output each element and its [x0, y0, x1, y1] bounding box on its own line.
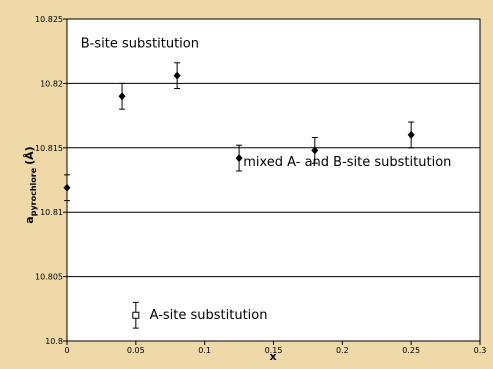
y-tick-label: 10.82: [40, 79, 63, 88]
scatter-chart: 10.8 10.805 10.81 10.815 10.82 10.825 0 0.05 0.…: [23, 15, 486, 363]
x-tick-label: 0.05: [127, 346, 145, 355]
y-axis-title-main: a: [23, 216, 36, 223]
data-point-diamond: [173, 71, 181, 80]
annotation-label: B-site substitution: [81, 36, 199, 51]
x-tick-label: 0.25: [402, 346, 420, 355]
y-tick-label: 10.81: [40, 208, 63, 217]
y-axis-title: apyrochlore (Å): [23, 146, 38, 223]
annotation-label: mixed A- and B-site substitution: [243, 155, 451, 170]
y-axis-title-unit: (Å): [23, 146, 36, 165]
data-point-diamond: [118, 92, 126, 101]
data-point-diamond: [63, 183, 71, 192]
plot-area: [66, 18, 481, 342]
y-axis-ticks: 10.8 10.805 10.81 10.815 10.82 10.825: [35, 15, 67, 346]
data-point-diamond: [311, 146, 319, 155]
x-tick-label: 0: [64, 346, 69, 355]
gridlines: [67, 82, 480, 278]
annotation-label: A-site substitution: [150, 308, 268, 323]
data-point-diamond: [407, 130, 415, 139]
x-tick-label: 0.1: [198, 346, 211, 355]
annotations: B-site substitution mixed A- and B-site s…: [81, 36, 452, 323]
y-tick-label: 10.815: [35, 144, 63, 153]
x-tick-label: 0.15: [265, 346, 283, 355]
x-tick-label: 0.3: [474, 346, 487, 355]
y-tick-label: 10.8: [45, 337, 63, 346]
y-tick-label: 10.825: [35, 15, 63, 24]
x-tick-label: 0.2: [336, 346, 349, 355]
x-axis-ticks: 0 0.05 0.1 0.15 0.2 0.25 0.3: [64, 341, 486, 355]
x-axis-title: x: [269, 350, 276, 363]
y-tick-label: 10.805: [35, 273, 63, 282]
data-point-diamond: [235, 154, 243, 163]
y-axis-title-subscript: pyrochlore: [29, 167, 38, 216]
data-point-square: [132, 311, 140, 319]
data-points: [63, 62, 415, 329]
